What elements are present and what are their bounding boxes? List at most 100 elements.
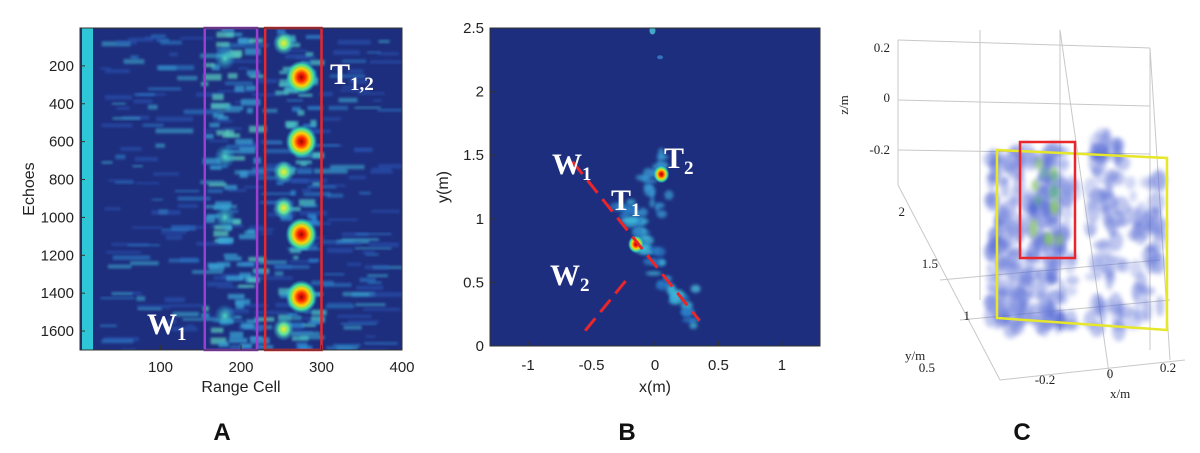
texture-streak: [155, 143, 165, 148]
x-tick-label: -0.5: [579, 357, 605, 374]
texture-streak: [207, 281, 233, 287]
texture-streak: [348, 79, 368, 84]
texture-streak: [328, 105, 348, 111]
heatmap-hotspot: [285, 124, 318, 159]
texture-streak: [246, 107, 253, 114]
annotation-w2-b: W2: [550, 259, 590, 296]
texture-streak: [307, 213, 317, 219]
texture-streak: [200, 53, 219, 59]
texture-streak: [335, 241, 362, 245]
texture-streak: [216, 42, 230, 48]
texture-streak: [155, 116, 193, 122]
volume-voxel: [1006, 223, 1023, 246]
texture-streak: [177, 75, 198, 81]
x-tick-label: 100: [148, 359, 173, 376]
texture-streak: [142, 123, 164, 127]
texture-streak: [111, 102, 126, 105]
texture-streak: [279, 70, 288, 75]
texture-streak: [216, 130, 229, 136]
texture-streak: [262, 108, 278, 113]
y-tick-label: 1200: [41, 247, 74, 264]
texture-streak: [224, 256, 242, 261]
texture-streak: [315, 144, 340, 147]
texture-streak: [307, 220, 321, 226]
texture-streak: [311, 316, 325, 323]
texture-streak: [196, 241, 233, 246]
volume-voxel: [1112, 318, 1126, 342]
texture-streak: [239, 272, 252, 279]
texture-streak: [183, 109, 219, 115]
texture-streak: [196, 92, 224, 95]
texture-streak: [234, 85, 245, 92]
texture-streak: [319, 91, 333, 97]
texture-streak: [212, 112, 224, 119]
texture-streak: [246, 319, 259, 324]
yellow-region-box: [995, 148, 1169, 332]
texture-streak: [107, 264, 132, 269]
texture-streak: [253, 268, 270, 273]
texture-streak: [347, 320, 379, 324]
x-tick-label: -1: [521, 357, 534, 374]
y-tick-label: 2: [476, 84, 484, 101]
volume-voxel-hot: [1045, 233, 1054, 246]
texture-streak: [165, 234, 183, 240]
x-tick-label: 0.2: [1160, 360, 1176, 375]
texture-streak: [213, 230, 229, 237]
volume-voxel: [1065, 275, 1080, 286]
texture-streak: [299, 345, 313, 350]
texture-streak: [312, 152, 324, 159]
texture-streak: [105, 69, 130, 73]
volume-voxel: [1000, 177, 1010, 198]
texture-streak: [240, 171, 271, 176]
texture-streak: [155, 128, 194, 134]
texture-streak: [342, 291, 376, 297]
texture-streak: [205, 133, 214, 139]
texture-streak: [301, 188, 312, 193]
texture-streak: [210, 327, 224, 333]
texture-streak: [253, 270, 269, 275]
texture-streak: [291, 335, 309, 341]
texture-streak: [292, 106, 301, 112]
x-tick-label: 0: [651, 357, 659, 374]
texture-streak: [298, 93, 313, 97]
texture-streak: [341, 232, 369, 237]
volume-c-xlabel: x/m: [1110, 386, 1130, 401]
texture-streak: [276, 181, 284, 185]
volume-voxel: [1060, 210, 1074, 219]
x-tick-label: 0: [1107, 366, 1114, 381]
volume-voxel: [1006, 248, 1018, 268]
texture-streak: [228, 60, 262, 63]
heatmap-b-speckle: [631, 227, 643, 238]
panel-label-b: B: [618, 419, 635, 446]
texture-streak: [221, 28, 235, 33]
target-hotspot: [653, 165, 670, 184]
y-tick-label: 1.5: [463, 147, 484, 164]
texture-streak: [367, 274, 388, 278]
red-region-box: [1018, 140, 1077, 260]
texture-streak: [303, 124, 317, 128]
texture-streak: [211, 64, 220, 71]
texture-streak: [378, 164, 402, 169]
volume-c-scatter: [982, 128, 1167, 342]
x-tick-label: 1: [778, 357, 786, 374]
texture-streak: [137, 304, 171, 309]
annotation-t1-b: T1: [611, 184, 641, 221]
texture-streak: [108, 179, 134, 182]
volume-voxel-hot: [1039, 167, 1048, 180]
texture-streak: [234, 101, 245, 104]
volume-voxel: [1008, 301, 1025, 316]
heatmap-b-x-ticks: -1 -0.5 0 0.5 1: [521, 341, 786, 374]
texture-streak: [287, 312, 298, 317]
texture-streak: [100, 297, 135, 300]
volume-voxel: [1088, 252, 1103, 272]
texture-streak: [304, 310, 314, 314]
texture-streak: [232, 219, 242, 225]
x-tick-label: 200: [228, 359, 253, 376]
texture-streak: [254, 311, 288, 315]
texture-streak: [302, 317, 312, 320]
y-tick-label: 1000: [41, 209, 74, 226]
volume-voxel: [1056, 156, 1070, 173]
texture-streak: [377, 108, 402, 112]
volume-voxel: [1105, 177, 1113, 195]
volume-voxel: [997, 253, 1009, 278]
